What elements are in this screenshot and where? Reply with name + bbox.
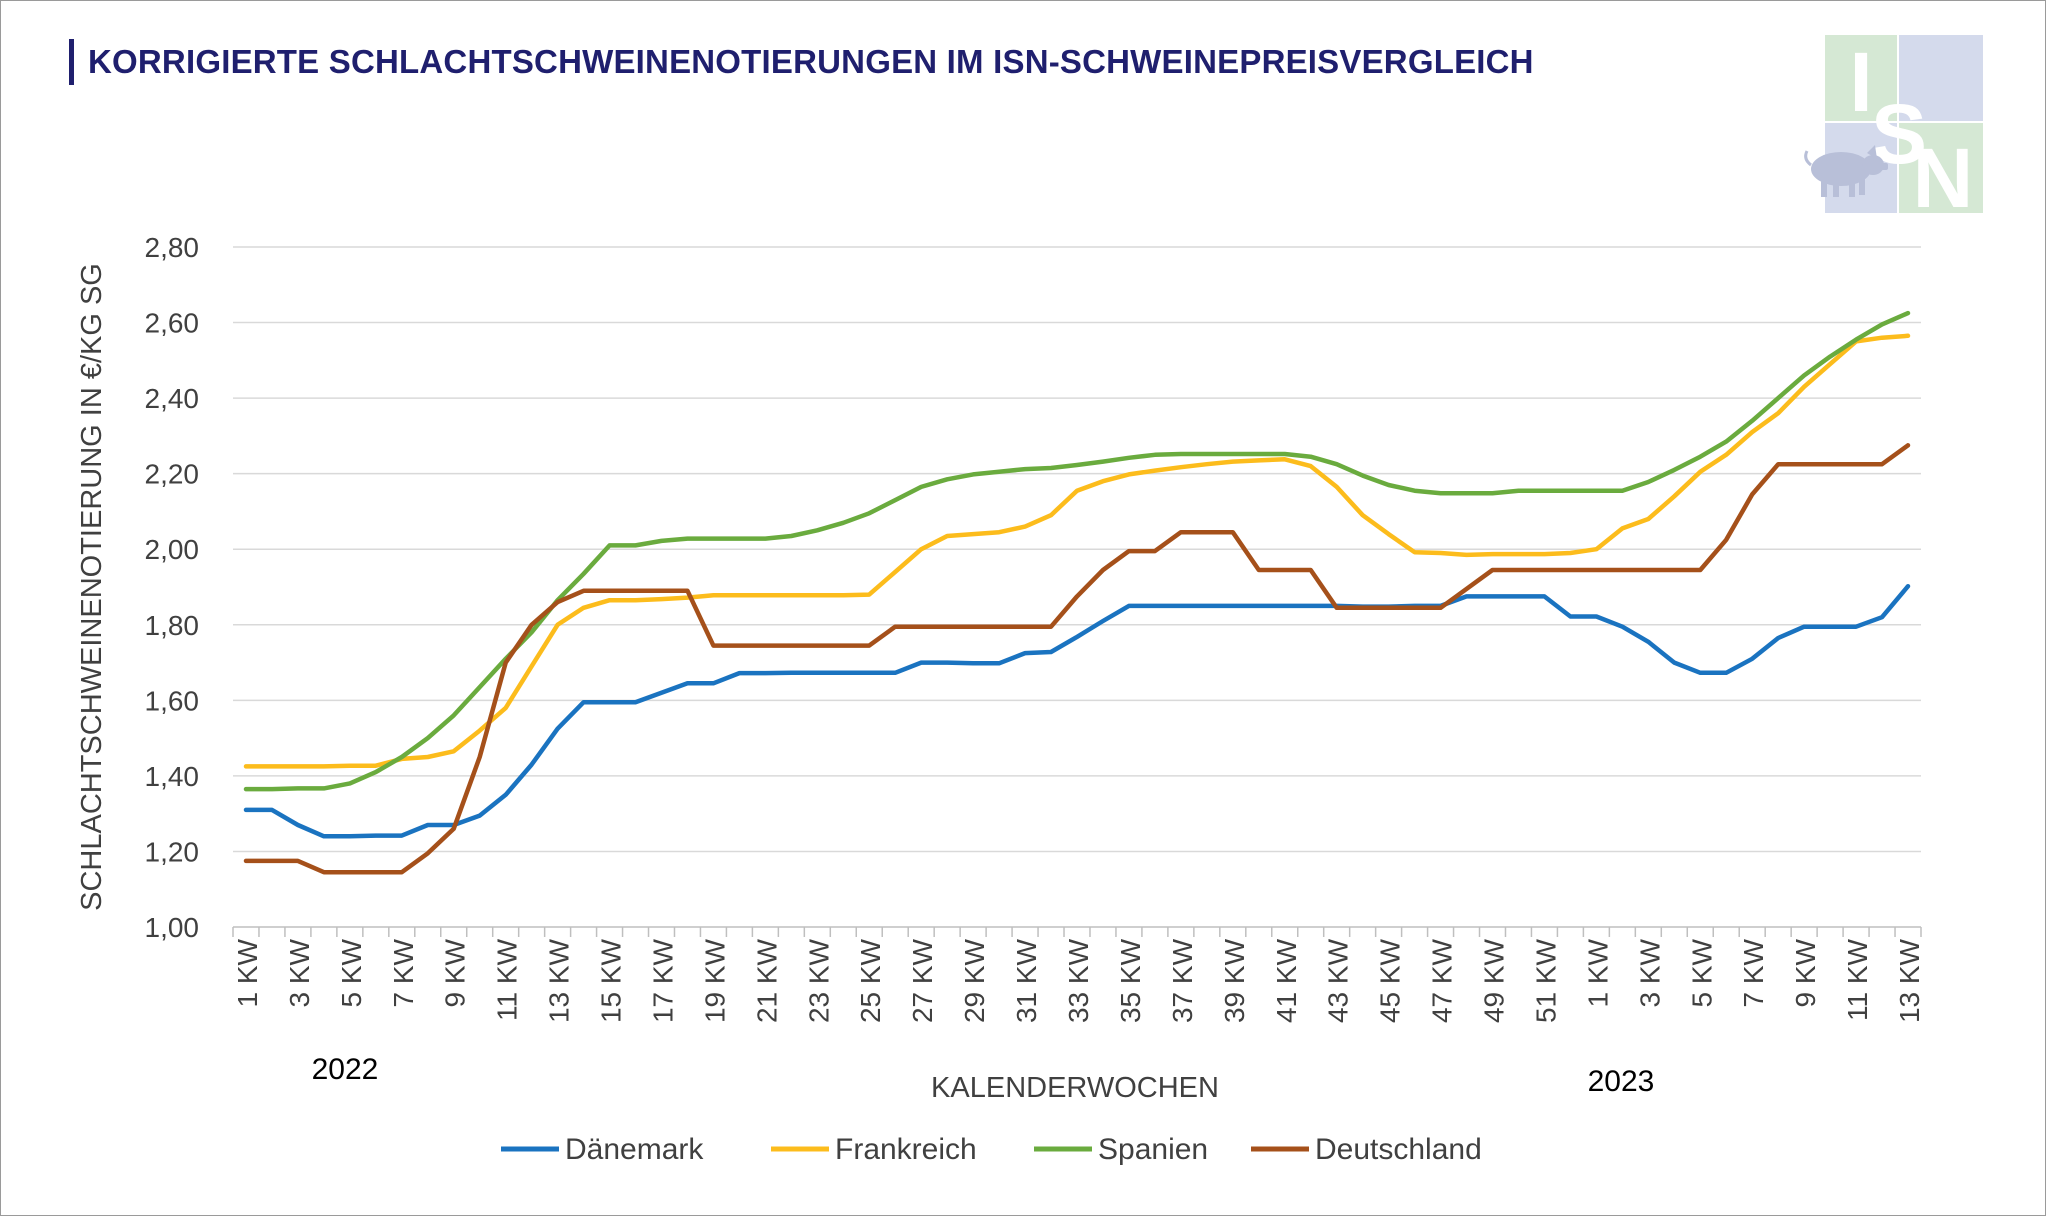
isn-logo: I S N [1804, 35, 1983, 213]
legend-label-spanien: Spanien [1098, 1133, 1208, 1166]
series-line-deutschland [243, 443, 1911, 875]
x-tick-label: 3 KW [284, 938, 315, 1007]
x-tick-label: 9 KW [1790, 938, 1821, 1007]
x-tick-label: 11 KW [1842, 938, 1873, 1021]
chart-title: KORRIGIERTE SCHLACHTSCHWEINENOTIERUNGEN … [69, 39, 1534, 85]
x-tick-label: 13 KW [544, 938, 575, 1023]
y-tick-label: 1,00 [145, 912, 200, 943]
logo-tile-green-top [1825, 35, 1897, 121]
y-tick-label: 2,60 [145, 308, 200, 339]
x-tick-label: 27 KW [907, 938, 938, 1023]
series-line-dänemark [243, 583, 1911, 839]
x-tick-label: 37 KW [1167, 938, 1198, 1023]
x-axis-title: KALENDERWOCHEN [931, 1072, 1219, 1104]
x-tick-label: 17 KW [647, 938, 678, 1023]
x-tick-label: 21 KW [751, 938, 782, 1023]
legend-label-frankreich: Frankreich [835, 1133, 977, 1166]
x-tick-label: 41 KW [1271, 938, 1302, 1023]
x-tick-label: 35 KW [1115, 938, 1146, 1023]
logo-tile-blue-top [1899, 35, 1983, 121]
x-tick-label: 15 KW [596, 938, 627, 1023]
x-tick-label: 45 KW [1375, 938, 1406, 1023]
x-tick-label: 39 KW [1219, 938, 1250, 1023]
y-tick-label: 1,60 [145, 685, 200, 716]
x-tick-label: 33 KW [1063, 938, 1094, 1023]
x-tick-label: 1 KW [1582, 938, 1613, 1007]
y-tick-label: 2,20 [145, 459, 200, 490]
legend-label-deutschland: Deutschland [1315, 1133, 1482, 1166]
year-label-2022: 2022 [312, 1053, 379, 1086]
x-tick-label: 25 KW [855, 938, 886, 1023]
y-axis-title: SCHLACHTSCHWEINENOTIERUNG IN €/KG SG [76, 263, 108, 911]
y-tick-label: 2,40 [145, 383, 200, 414]
y-tick-label: 1,40 [145, 761, 200, 792]
pig-icon [1804, 145, 1888, 197]
x-tick-label: 7 KW [1738, 938, 1769, 1007]
legend-label-dänemark: Dänemark [565, 1133, 704, 1166]
logo-letter-n: N [1913, 131, 1974, 213]
x-tick-label: 51 KW [1530, 938, 1561, 1023]
x-tick-label: 19 KW [699, 938, 730, 1023]
series-line-frankreich [243, 333, 1911, 769]
x-tick-label: 5 KW [1686, 938, 1717, 1007]
x-tick-label: 9 KW [440, 938, 471, 1007]
y-tick-label: 1,80 [145, 610, 200, 641]
x-tick-label: 11 KW [492, 938, 523, 1021]
y-tick-label: 1,20 [145, 836, 200, 867]
x-tick-label: 31 KW [1011, 938, 1042, 1023]
x-tick-label: 5 KW [336, 938, 367, 1007]
y-tick-label: 2,00 [145, 534, 200, 565]
x-tick-label: 49 KW [1479, 938, 1510, 1023]
y-tick-label: 2,80 [145, 232, 200, 263]
x-tick-label: 13 KW [1894, 938, 1925, 1023]
x-tick-label: 1 KW [232, 938, 263, 1007]
x-tick-label: 29 KW [959, 938, 990, 1023]
x-tick-label: 23 KW [803, 938, 834, 1023]
x-tick-label: 3 KW [1634, 938, 1665, 1007]
logo-tile-green-bottom [1899, 123, 1983, 213]
year-label-2023: 2023 [1588, 1065, 1655, 1098]
logo-letter-i: I [1849, 35, 1872, 129]
x-tick-label: 43 KW [1323, 938, 1354, 1023]
x-tick-label: 7 KW [388, 938, 419, 1007]
x-tick-label: 47 KW [1427, 938, 1458, 1023]
